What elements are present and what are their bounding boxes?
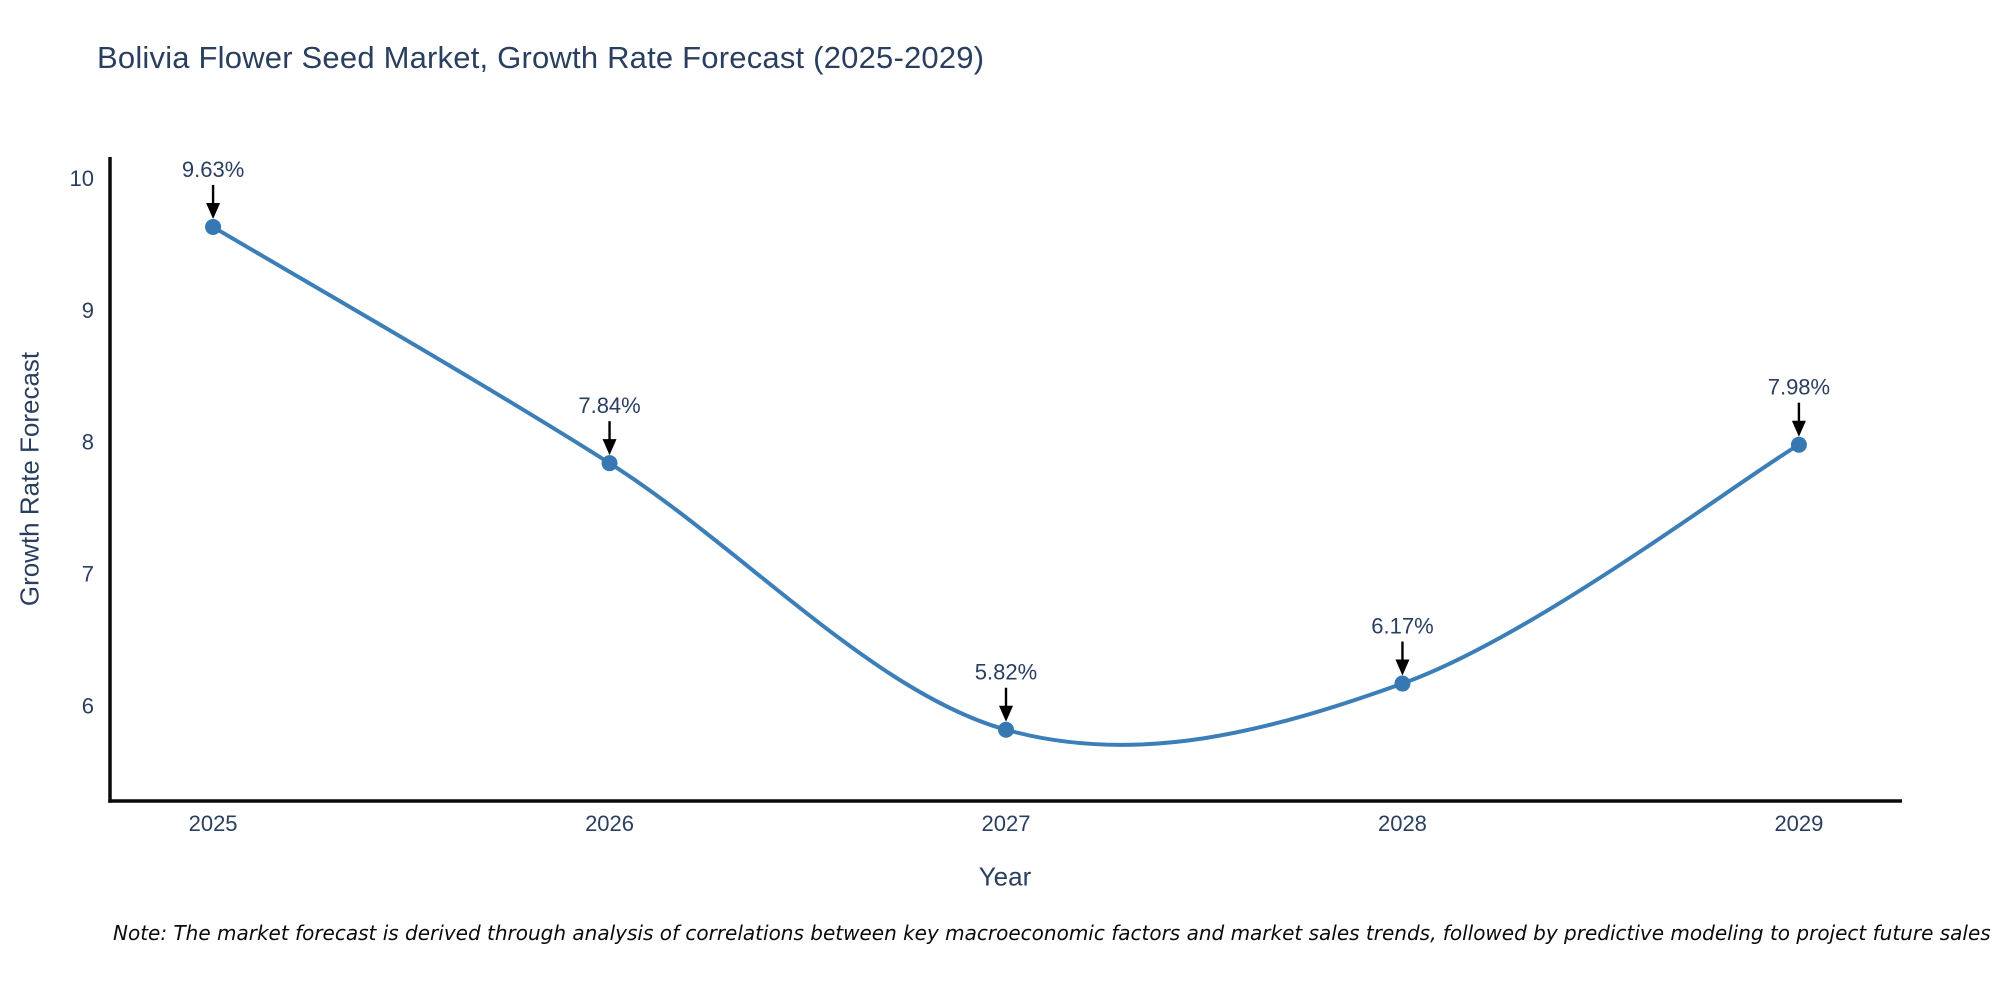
annotation-arrowhead-icon [206,202,221,219]
footnote: Note: The market forecast is derived thr… [113,921,1991,945]
x-tick-label: 2026 [585,811,634,836]
data-point-marker [205,218,222,235]
x-tick-label: 2025 [189,811,238,836]
x-axis-title: Year [978,861,1032,892]
chart-title: Bolivia Flower Seed Market, Growth Rate … [97,40,985,75]
annotation-label: 7.84% [578,393,640,418]
data-point-marker [601,455,618,472]
y-axis-title: Growth Rate Forecast [14,351,45,607]
y-tick-label: 6 [82,694,94,719]
annotation-arrowhead-icon [1395,659,1410,676]
data-point-marker [998,721,1014,738]
annotation-label: 5.82% [975,660,1037,685]
x-tick-label: 2029 [1774,811,1823,836]
y-tick-label: 9 [82,298,94,323]
x-tick-label: 2027 [982,811,1031,836]
y-tick-label: 8 [82,430,94,455]
annotation-arrowhead-icon [602,439,617,456]
y-tick-label: 10 [70,166,94,191]
data-point-marker [1394,675,1411,692]
annotation-arrowhead-icon [1791,420,1806,437]
annotation-label: 7.98% [1768,375,1830,400]
annotation-arrowhead-icon [999,705,1013,722]
y-tick-label: 7 [82,562,94,587]
x-tick-label: 2028 [1378,811,1427,836]
annotation-label: 6.17% [1371,614,1433,639]
annotation-label: 9.63% [182,157,244,182]
data-point-marker [1790,436,1807,453]
